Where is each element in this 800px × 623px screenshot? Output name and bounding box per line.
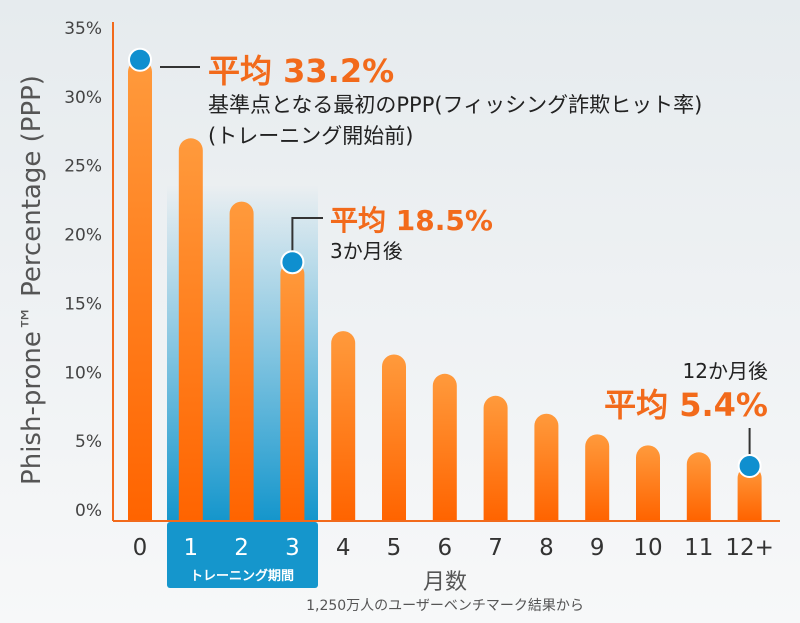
x-tick-label: 6: [437, 535, 452, 561]
x-tick-label: 1: [183, 535, 198, 561]
x-tick-label: 9: [590, 535, 605, 561]
footnote: 1,250万人のユーザーベンチマーク結果から: [306, 598, 584, 614]
bar-7: [483, 395, 508, 520]
y-tick-label: 35%: [64, 19, 102, 39]
svg-text:基準点となる最初のPPP(フィッシング詐欺ヒット率): 基準点となる最初のPPP(フィッシング詐欺ヒット率): [208, 93, 702, 117]
bar-12+: [737, 466, 762, 520]
svg-text:3か月後: 3か月後: [330, 239, 403, 263]
marker-12+: [737, 454, 762, 479]
bar-8: [534, 413, 559, 520]
annotation-0: 平均 33.2% 基準点となる最初のPPP(フィッシング詐欺ヒット率) (トレーニン…: [128, 47, 702, 148]
bar-3: [280, 262, 305, 520]
x-tick-label: 2: [234, 535, 249, 561]
svg-text:平均 5.4%: 平均 5.4%: [604, 386, 768, 424]
bar-5: [382, 354, 406, 520]
x-tick-label: 8: [539, 535, 554, 561]
y-tick-label: 5%: [75, 432, 102, 452]
bar-6: [432, 373, 457, 520]
y-tick-label: 25%: [64, 157, 102, 177]
y-tick-label: 10%: [64, 363, 102, 383]
x-tick-label: 0: [133, 535, 148, 561]
bar-2: [229, 201, 254, 520]
x-tick-label: 5: [387, 535, 402, 561]
x-tick-label: 4: [336, 535, 351, 561]
bar-4: [331, 331, 356, 520]
y-tick-label: 0%: [75, 501, 102, 521]
x-tick-label: 10: [633, 535, 662, 561]
bar-11: [686, 452, 711, 520]
bar-0: [128, 59, 152, 520]
svg-text:平均 18.5%: 平均 18.5%: [330, 204, 493, 237]
x-tick-label: 7: [488, 535, 503, 561]
bar-1: [178, 138, 203, 521]
y-axis-label: Phish-prone™ Percentage (PPP): [17, 75, 47, 485]
annotation-3: 平均 18.5%3か月後: [280, 204, 493, 275]
x-tick-label: 11: [684, 535, 713, 561]
x-tick-label: 12+: [725, 535, 774, 561]
svg-text:(トレーニング開始前): (トレーニング開始前): [208, 124, 413, 148]
y-tick-label: 20%: [64, 226, 102, 246]
x-axis-label: 月数: [423, 570, 467, 595]
marker-0: [128, 47, 152, 72]
x-tick-label: 3: [285, 535, 300, 561]
bar-9: [585, 434, 610, 520]
bar-10: [636, 445, 660, 520]
training-label: トレーニング期間: [190, 568, 294, 584]
marker-3: [280, 250, 305, 275]
svg-text:平均 33.2%: 平均 33.2%: [208, 52, 394, 90]
y-tick-label: 30%: [64, 88, 102, 108]
y-tick-label: 15%: [64, 294, 102, 314]
svg-text:12か月後: 12か月後: [683, 359, 768, 383]
training-label-box: [167, 522, 318, 588]
